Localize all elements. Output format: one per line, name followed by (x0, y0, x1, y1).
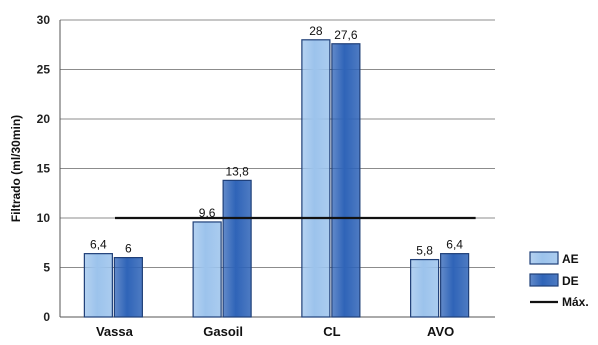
legend-label: Máx. (562, 295, 589, 309)
grid (60, 19, 495, 268)
bar-de-avo (440, 253, 470, 318)
data-label: 6 (125, 242, 132, 256)
bar-de-gasoil (222, 179, 252, 318)
x-tick-label: Vassa (96, 324, 134, 339)
bar-ae-vassa (83, 253, 113, 318)
data-label: 28 (309, 24, 323, 38)
legend-label: AE (562, 252, 579, 266)
labels: 6,4 6 Vassa 9,6 13,8 Gasoil 28 27,6 CL 5,8 6,4 AVO (90, 24, 463, 339)
y-tick-label: 10 (37, 211, 51, 225)
data-label: 13,8 (225, 164, 249, 178)
legend-swatch-de (529, 273, 559, 287)
x-tick-label: CL (323, 324, 340, 339)
legend: AE DE Máx. (529, 251, 589, 309)
x-tick-label: AVO (427, 324, 454, 339)
data-label: 9,6 (199, 206, 216, 220)
y-tick-label: 0 (43, 310, 50, 324)
x-tick-label: Gasoil (203, 324, 243, 339)
data-label: 6,4 (446, 238, 463, 252)
data-label: 5,8 (416, 244, 433, 258)
y-tick-label: 30 (37, 13, 51, 27)
legend-label: DE (562, 274, 579, 288)
y-axis-label: Filtrado (ml/30min) (9, 115, 23, 222)
y-tick-label: 25 (37, 63, 51, 77)
y-tick-label: 15 (37, 162, 51, 176)
bar-ae-avo (410, 258, 440, 318)
bar-ae-cl (301, 39, 331, 318)
data-label: 27,6 (334, 28, 358, 42)
bar-de-cl (331, 43, 361, 318)
legend-swatch-ae (529, 251, 559, 265)
y-tick-label: 20 (37, 112, 51, 126)
bars (83, 39, 470, 318)
bar-de-vassa (113, 257, 143, 318)
bar-ae-gasoil (192, 221, 222, 318)
data-label: 6,4 (90, 238, 107, 252)
y-tick-label: 5 (43, 261, 50, 275)
